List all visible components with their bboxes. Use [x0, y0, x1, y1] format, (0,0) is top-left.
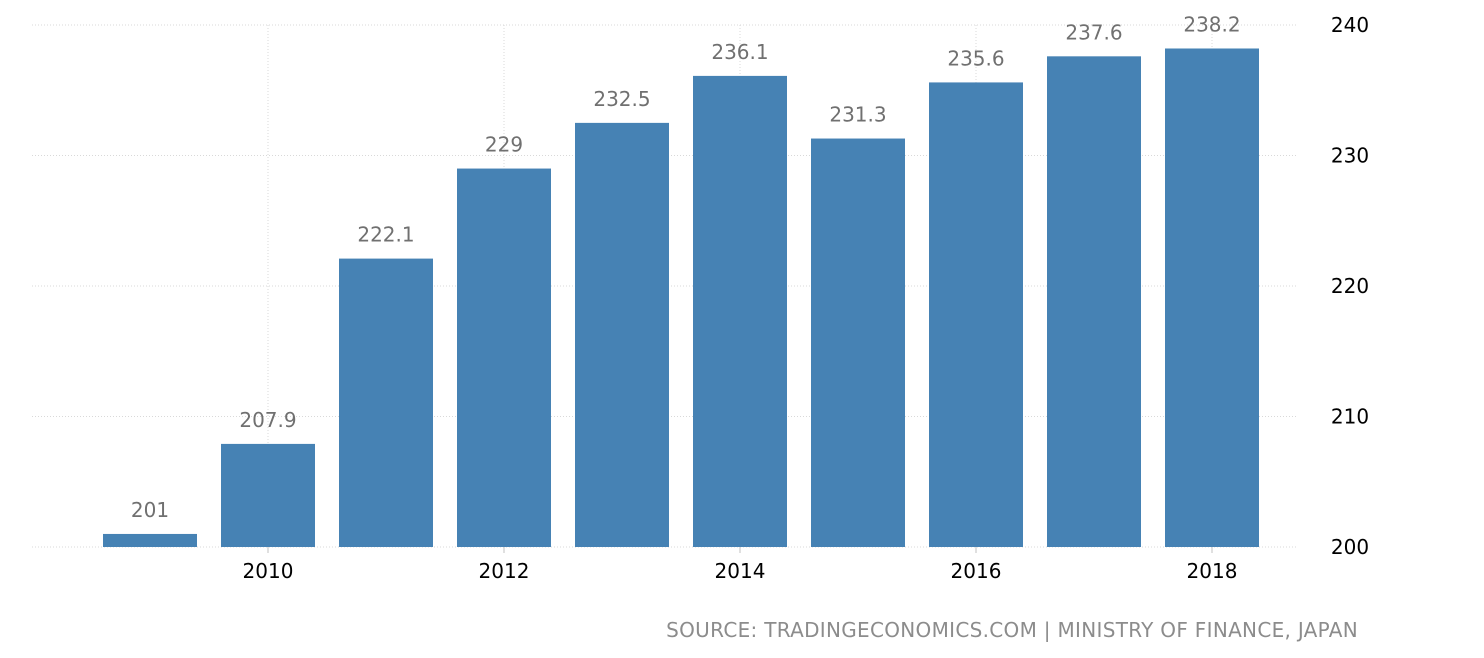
data-labels: 201 207.9 222.1 229 232.5 236.1 231.3 235.6 237.…	[131, 12, 1241, 521]
bar-series	[103, 48, 1259, 548]
data-label: 235.6	[947, 46, 1004, 70]
x-axis: 2010 2012 2014 2016 2018	[243, 547, 1238, 583]
bar	[1047, 56, 1141, 547]
y-tick-label: 200	[1331, 535, 1369, 559]
x-tick-label: 2014	[715, 559, 766, 583]
x-tick-label: 2016	[951, 559, 1002, 583]
x-tick-label: 2018	[1187, 559, 1238, 583]
x-tick-label: 2010	[243, 559, 294, 583]
bar	[929, 82, 1023, 548]
bar-chart: 201 207.9 222.1 229 232.5 236.1 231.3 235.6 237.…	[32, 12, 1369, 583]
data-label: 238.2	[1183, 12, 1240, 36]
y-tick-label: 210	[1331, 405, 1369, 429]
bar	[811, 138, 905, 547]
y-tick-label: 230	[1331, 144, 1369, 168]
data-label: 207.9	[239, 408, 296, 432]
bar	[693, 75, 787, 548]
data-label: 231.3	[829, 103, 886, 127]
x-tick-label: 2012	[479, 559, 530, 583]
data-label: 222.1	[357, 223, 414, 247]
source-note: SOURCE: TRADINGECONOMICS.COM | MINISTRY …	[666, 618, 1358, 642]
bar	[103, 533, 197, 547]
bar	[575, 122, 669, 547]
data-label: 232.5	[593, 87, 650, 111]
bar	[221, 443, 315, 547]
bar	[457, 168, 551, 548]
y-tick-label: 240	[1331, 13, 1369, 37]
y-tick-label: 220	[1331, 274, 1369, 298]
data-label: 236.1	[711, 40, 768, 64]
y-axis: 200 210 220 230 240	[1331, 13, 1369, 559]
bar	[1165, 48, 1259, 548]
data-label: 201	[131, 498, 169, 522]
data-label: 237.6	[1065, 20, 1122, 44]
data-label: 229	[485, 133, 523, 157]
bar	[339, 258, 433, 547]
